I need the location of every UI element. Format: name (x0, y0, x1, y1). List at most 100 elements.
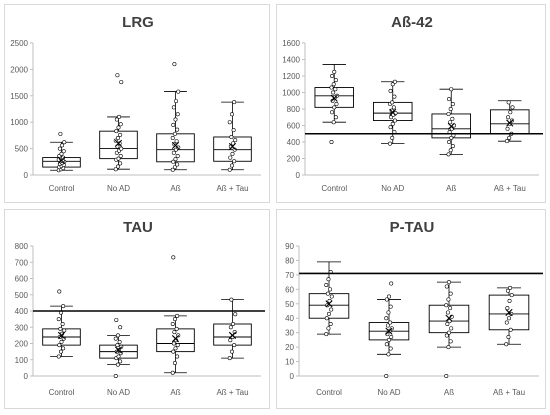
data-point (333, 115, 338, 120)
data-point (175, 354, 180, 359)
data-point (331, 120, 336, 125)
data-point (392, 79, 397, 84)
mean-marker (228, 142, 237, 151)
data-point (504, 342, 509, 347)
chart-title: TAU (123, 219, 153, 236)
data-point (60, 322, 65, 327)
data-point (330, 110, 335, 115)
mean-marker (171, 141, 180, 150)
x-tick-label: Aß + Tau (493, 388, 525, 397)
data-point (175, 343, 180, 348)
data-point (385, 323, 390, 328)
y-tick-label: 0 (24, 372, 29, 381)
y-tick-label: 1400 (282, 56, 300, 65)
data-point (390, 82, 395, 87)
data-point (171, 150, 176, 155)
data-point (61, 149, 66, 154)
data-point (56, 354, 61, 359)
mean-marker (228, 331, 237, 339)
data-point (384, 342, 389, 347)
mean-marker (330, 94, 338, 102)
y-tick-label: 800 (15, 242, 29, 251)
y-tick-label: 1500 (10, 92, 28, 101)
data-point (386, 310, 391, 315)
data-point (171, 255, 176, 260)
chart-svg-ptau: P-TAU 0 10 20 30 40 50 60 70 80 90 Control No AD Aß Aß… (285, 219, 543, 397)
mean-marker (114, 139, 123, 147)
data-point (446, 152, 451, 157)
data-point (324, 332, 329, 337)
x-tick-label: No AD (377, 388, 400, 397)
x-tick-label: Control (49, 184, 75, 193)
data-point (119, 146, 124, 151)
data-point (174, 99, 179, 104)
data-point (446, 345, 451, 350)
data-point (59, 339, 64, 344)
data-point (328, 322, 333, 327)
y-tick-label: 1200 (282, 72, 300, 81)
data-point (117, 114, 122, 119)
data-point (175, 313, 180, 318)
data-point (329, 140, 334, 145)
x-tick-label: Aß (170, 388, 180, 397)
y-tick-label: 200 (287, 155, 301, 164)
data-point (392, 118, 397, 123)
data-point (384, 374, 389, 379)
data-point (450, 116, 455, 121)
data-point (115, 136, 120, 141)
data-point (117, 339, 122, 344)
y-tick-label: 800 (287, 105, 301, 114)
x-tick-label: No AD (107, 184, 130, 193)
data-point (449, 135, 454, 140)
data-point (507, 135, 512, 140)
data-point (115, 343, 120, 348)
data-point (233, 312, 238, 317)
data-point (115, 333, 120, 338)
data-point (387, 294, 392, 299)
data-point (114, 129, 119, 134)
mean-marker (385, 327, 393, 335)
data-point (232, 343, 237, 348)
data-point (171, 159, 176, 164)
y-tick-label: 20 (285, 343, 294, 352)
data-point (58, 131, 63, 136)
data-point (325, 291, 330, 296)
data-point (115, 362, 120, 367)
data-point (231, 128, 236, 133)
data-point (113, 374, 118, 379)
data-point (448, 306, 453, 311)
y-tick-label: 300 (15, 323, 29, 332)
data-point (447, 97, 452, 102)
mean-marker (389, 108, 397, 116)
y-tick-label: 1000 (282, 89, 300, 98)
data-point (506, 335, 511, 340)
data-point (113, 336, 118, 341)
data-point (389, 115, 394, 120)
data-point (118, 161, 123, 166)
data-point (444, 303, 449, 308)
data-point (504, 320, 509, 325)
data-point (233, 138, 238, 143)
data-point (507, 121, 512, 126)
data-point (173, 157, 178, 162)
data-point (170, 322, 175, 327)
data-point (171, 105, 176, 110)
mean-marker (447, 122, 455, 130)
data-point (331, 90, 336, 95)
data-point (229, 134, 234, 139)
data-point (228, 325, 233, 330)
data-point (506, 100, 511, 105)
data-point (445, 310, 450, 315)
data-point (329, 85, 334, 90)
data-point (174, 326, 179, 331)
data-point (333, 87, 338, 92)
y-tick-label: 500 (15, 291, 29, 300)
y-tick-label: 400 (287, 138, 301, 147)
data-point (444, 284, 449, 289)
data-point (118, 359, 123, 364)
data-point (388, 88, 393, 93)
data-point (508, 285, 513, 290)
data-point (450, 144, 455, 149)
data-point (508, 327, 513, 332)
data-point (505, 306, 510, 311)
